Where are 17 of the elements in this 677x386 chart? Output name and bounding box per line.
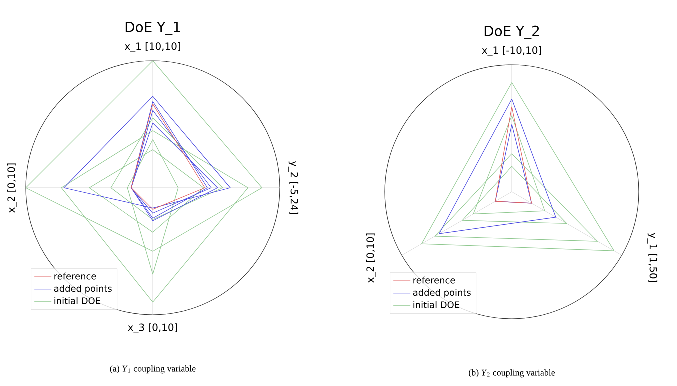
legend-label: added points [413,289,471,298]
spoke-label: x_1 [-10,10] [482,46,542,56]
legend-label: reference [414,276,456,284]
legend-label: added points [54,285,112,294]
spoke-label: y_1 [1,50] [648,233,658,282]
spoke-label: x_1 [10,10] [124,42,180,52]
text: (b) Y$_{2}$ coupling variable [469,370,556,378]
chart-title: DoE Y_2 [484,26,540,40]
chart-title: DoE Y_1 [126,22,180,36]
legend-label: reference [54,272,96,280]
legend-label: initial DOE [414,301,460,308]
legend-label: initial DOE [54,297,100,304]
spoke-label: y_2 [-5,24] [288,161,299,214]
text: (a) Y$_{1}$ coupling variable [110,366,196,374]
spoke-label: x_2 [0,10] [366,234,376,283]
spoke-label: x_2 [0,10] [7,164,18,213]
spoke-label: x_3 [0,10] [128,324,178,334]
